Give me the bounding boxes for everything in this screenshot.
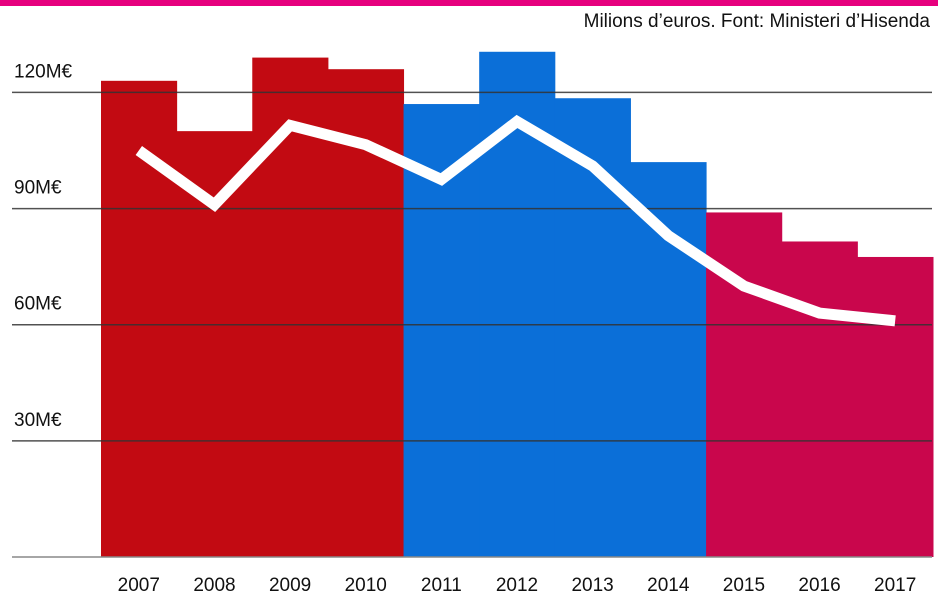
- x-tick-label: 2016: [798, 575, 840, 596]
- bar: [630, 162, 706, 557]
- y-tick-label: 120M€: [14, 61, 73, 82]
- bar: [857, 257, 933, 557]
- x-tick-label: 2017: [874, 575, 916, 596]
- y-tick-label: 60M€: [14, 294, 62, 315]
- x-tick-label: 2007: [118, 575, 160, 596]
- x-tick-label: 2010: [345, 575, 387, 596]
- top-stripe: [0, 0, 938, 6]
- x-tick-label: 2015: [723, 575, 765, 596]
- page: {"chart_data": { "type": "bar-line", "su…: [0, 0, 938, 599]
- x-tick-label: 2012: [496, 575, 538, 596]
- y-tick-label: 30M€: [14, 410, 62, 431]
- x-tick-label: 2014: [647, 575, 690, 596]
- bar: [782, 241, 858, 557]
- chart-subtitle: Milions d’euros. Font: Ministeri d’Hisen…: [584, 11, 931, 32]
- x-tick-label: 2011: [421, 575, 462, 596]
- chart: Milions d’euros. Font: Ministeri d’Hisen…: [0, 0, 938, 599]
- y-tick-label: 90M€: [14, 178, 62, 199]
- bar: [177, 131, 253, 557]
- x-tick-label: 2013: [571, 575, 613, 596]
- x-tick-label: 2009: [269, 575, 311, 596]
- x-tick-label: 2008: [193, 575, 235, 596]
